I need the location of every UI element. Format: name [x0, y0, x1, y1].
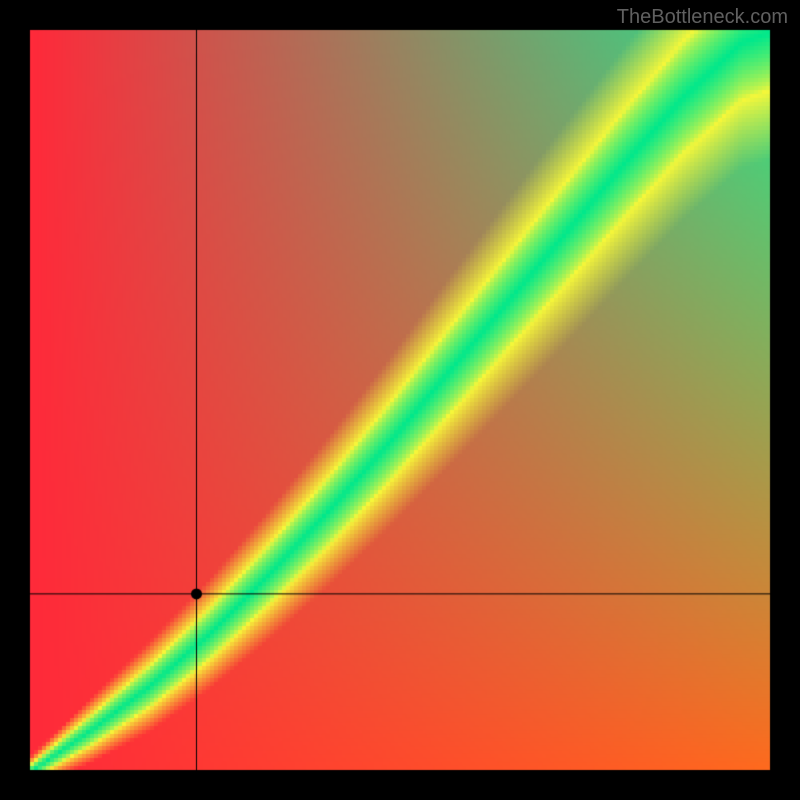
watermark-text: TheBottleneck.com — [617, 6, 788, 29]
heatmap-canvas — [0, 0, 800, 800]
chart-container: TheBottleneck.com — [0, 0, 800, 800]
